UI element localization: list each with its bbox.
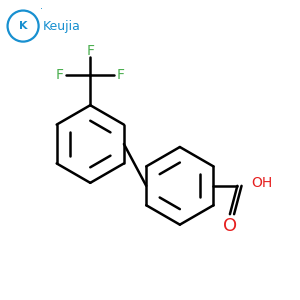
Text: F: F [56,68,64,82]
Text: F: F [117,68,125,82]
Text: F: F [86,44,94,58]
Text: O: O [223,217,237,235]
Text: ·: · [40,4,43,14]
Text: Keujia: Keujia [43,20,81,33]
Text: K: K [19,21,27,31]
Text: OH: OH [251,176,272,190]
